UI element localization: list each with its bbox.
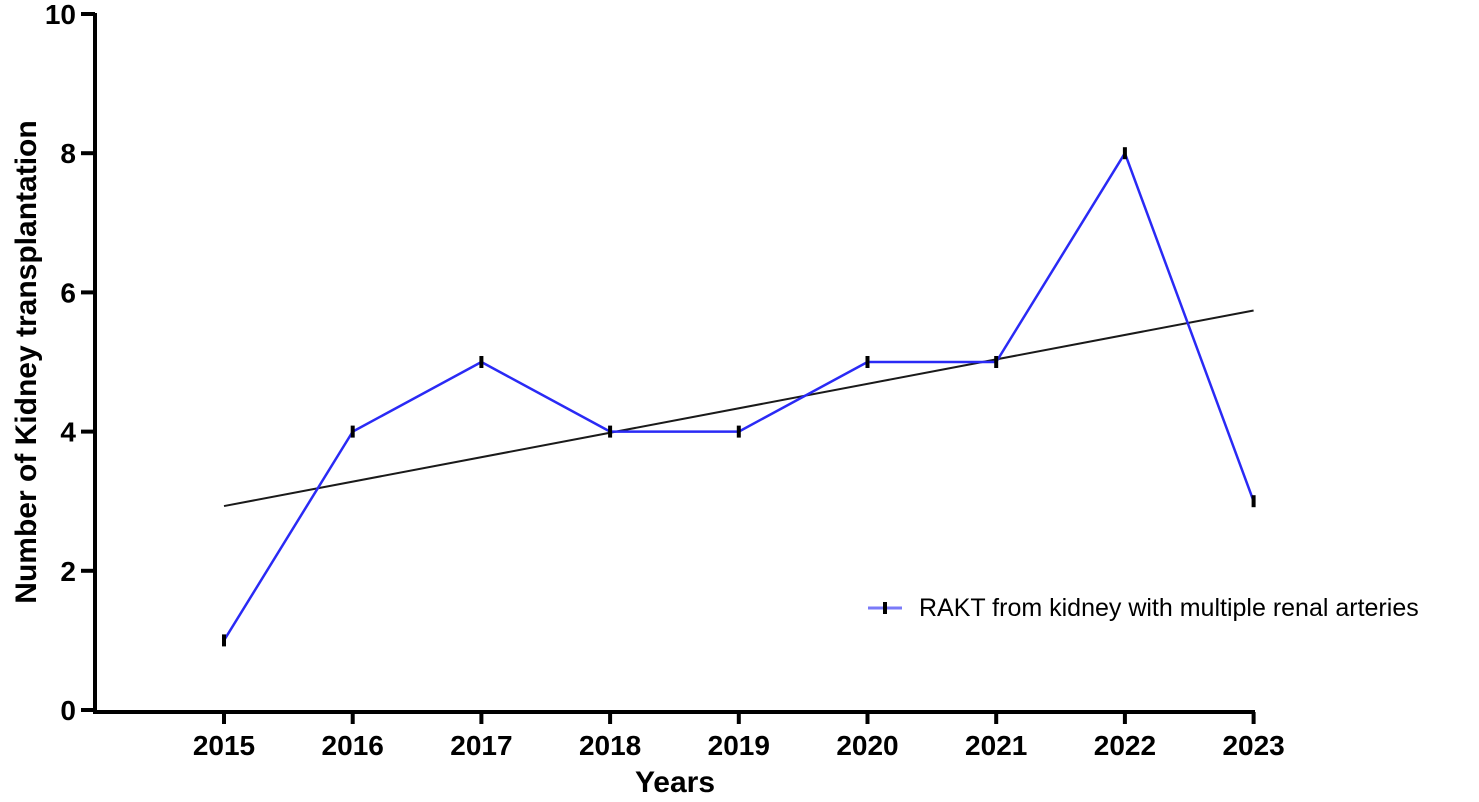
y-axis-title: Number of Kidney transplantation	[10, 120, 43, 604]
legend-marker-icon	[868, 602, 902, 614]
x-tick-label-2017: 2017	[450, 730, 512, 761]
x-axis-title: Years	[634, 766, 716, 799]
y-tick-label-6: 6	[60, 277, 76, 308]
x-tick-label-2020: 2020	[836, 730, 898, 761]
x-tick-label-2019: 2019	[708, 730, 770, 761]
x-tick-label-2023: 2023	[1222, 730, 1284, 761]
x-tick-label-2018: 2018	[579, 730, 641, 761]
x-tick-label-2015: 2015	[193, 730, 255, 761]
legend: RAKT from kidney with multiple renal art…	[868, 593, 1419, 623]
legend-label: RAKT from kidney with multiple renal art…	[919, 593, 1419, 622]
series-line	[222, 151, 1255, 642]
y-tick-label-10: 10	[45, 0, 76, 30]
trend-line	[223, 309, 1254, 508]
x-tick-label-2022: 2022	[1094, 730, 1156, 761]
y-tick-label-4: 4	[60, 417, 76, 448]
y-tick-label-0: 0	[60, 695, 76, 726]
y-tick-label-2: 2	[60, 556, 76, 587]
y-tick-label-8: 8	[60, 138, 76, 169]
x-tick-label-2021: 2021	[965, 730, 1027, 761]
x-tick-label-2016: 2016	[322, 730, 384, 761]
